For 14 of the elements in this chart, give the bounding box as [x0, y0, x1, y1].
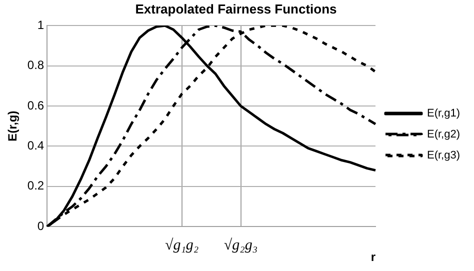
x-axis-title: r	[370, 250, 376, 264]
y-tick-label: 0.2	[27, 178, 44, 193]
y-axis-title: E(r,g)	[6, 110, 20, 142]
y-tick-label: 0.4	[27, 138, 44, 153]
y-tick-label: 0.8	[27, 58, 44, 72]
legend-label: E(r,g2)	[426, 128, 460, 141]
y-tick-label: 0.6	[27, 98, 44, 112]
chart-title: Extrapolated Fairness Functions	[135, 1, 337, 16]
x-tick-label: √g₁g₂	[164, 238, 199, 254]
y-tick-label: 0	[37, 218, 44, 233]
legend-label: E(r,g1)	[426, 108, 460, 120]
x-tick-label: √g₂g₃	[224, 238, 258, 254]
legend-label: E(r,g3)	[426, 150, 460, 162]
y-tick-label: 1	[37, 18, 44, 32]
